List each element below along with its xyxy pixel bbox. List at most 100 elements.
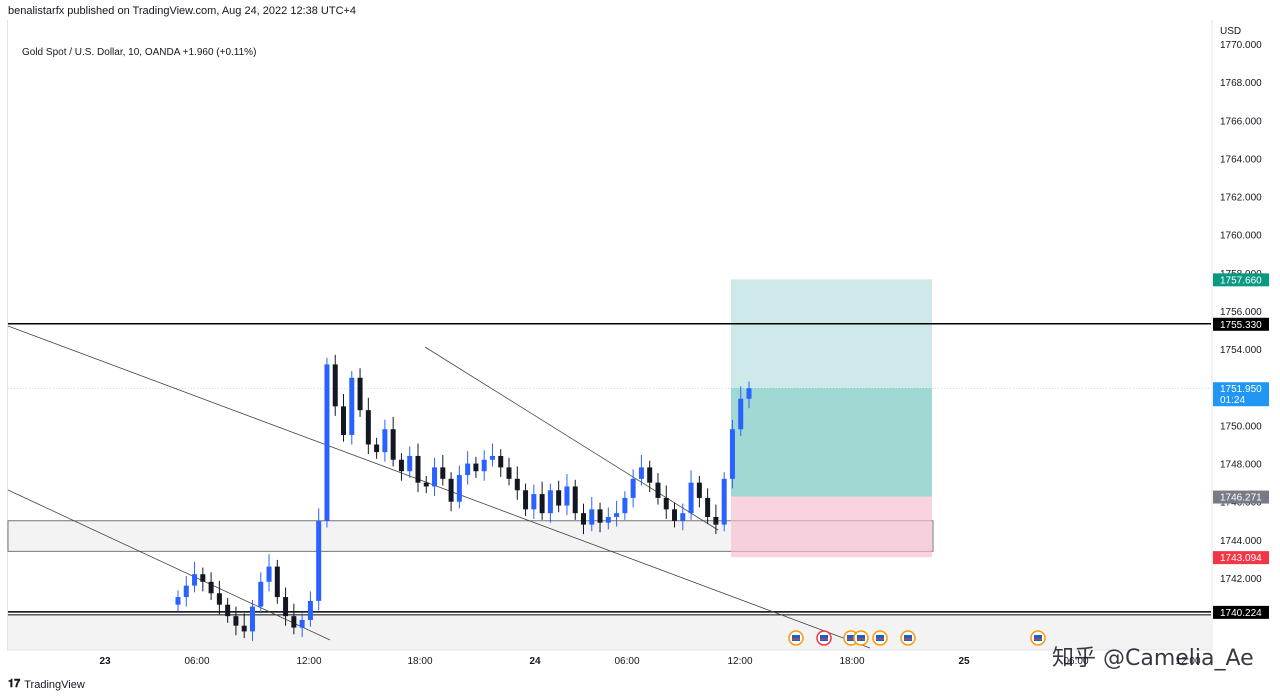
candle-body — [456, 475, 462, 502]
candle-body — [283, 597, 289, 617]
time-tick-label: 12:00 — [296, 656, 321, 667]
time-tick-label: 18:00 — [407, 656, 432, 667]
price-tick-label: 1756.000 — [1220, 307, 1262, 318]
economic-event-flag-icon — [1030, 630, 1046, 646]
footer: 𝟏𝟕 TradingView — [8, 678, 85, 691]
event-icon-flag — [847, 635, 855, 641]
candle-body — [316, 520, 322, 601]
candle-body — [572, 486, 578, 514]
chart-area[interactable]: Gold Spot / U.S. Dollar, 10, OANDA +1.96… — [7, 20, 1213, 650]
economic-event-flag-icon — [788, 630, 804, 646]
tradingview-logo-icon: 𝟏𝟕 — [8, 678, 21, 690]
candle-body — [374, 444, 380, 453]
candle-body — [514, 478, 520, 491]
candle-body — [498, 455, 504, 468]
price-tag-box — [1213, 490, 1269, 504]
symbol-name: Gold Spot / U.S. Dollar, 10, OANDA — [22, 47, 180, 58]
time-tick-label: 24 — [529, 656, 541, 667]
price-tag-box — [1213, 273, 1269, 287]
price-tag-value: 1743.094 — [1220, 553, 1262, 564]
price-tick-label: 1744.000 — [1220, 536, 1262, 547]
candle-body — [556, 490, 562, 506]
candle-body — [696, 482, 702, 498]
watermark: 知乎 @Camelia_Ae — [1052, 646, 1254, 671]
price-tick-label: 1742.000 — [1220, 574, 1262, 585]
candle-body — [183, 585, 189, 598]
price-tag-stop: 1743.094 — [1213, 551, 1269, 565]
price-tag-box — [1213, 382, 1269, 407]
price-tag-value: 1746.271 — [1220, 493, 1262, 504]
candle-body — [580, 513, 586, 525]
candle-body — [307, 600, 313, 620]
time-tick-label: 12:00 — [1175, 656, 1200, 667]
candle-body — [672, 509, 678, 521]
event-icon-flag — [857, 635, 865, 641]
candle-body — [663, 497, 669, 510]
candle-body — [299, 619, 305, 628]
candle-body — [539, 494, 545, 514]
candle-body — [589, 509, 595, 525]
event-icon-flag — [904, 635, 912, 641]
candle-body — [713, 516, 719, 525]
time-tick-label: 06:00 — [1063, 656, 1088, 667]
economic-event-flag-icon — [900, 630, 916, 646]
candle-body — [249, 606, 255, 632]
candle-body — [208, 581, 214, 594]
price-tag-value: 1755.330 — [1220, 320, 1262, 331]
candle-body — [647, 467, 653, 483]
candle-body — [266, 566, 272, 582]
candle-body — [638, 467, 644, 479]
price-tag-box — [1213, 551, 1269, 565]
candle-body — [390, 429, 396, 460]
candle-body — [614, 513, 620, 517]
event-icon-flag — [876, 635, 884, 641]
candle-body — [175, 597, 181, 605]
price-tag-box — [1213, 605, 1269, 619]
price-axis-currency: USD — [1220, 26, 1241, 37]
symbol-change: +1.960 (+0.11%) — [182, 47, 257, 58]
price-tag-line: 1755.330 — [1213, 317, 1269, 331]
price-tick-label: 1766.000 — [1220, 116, 1262, 127]
price-tick-label: 1748.000 — [1220, 460, 1262, 471]
candle-body — [729, 429, 735, 479]
trendline-upper-long — [7, 325, 871, 649]
candle-body — [407, 455, 413, 472]
candle-body — [440, 467, 446, 479]
candle-body — [523, 490, 529, 510]
candle-body — [200, 574, 206, 582]
candle-body — [705, 497, 711, 517]
candle-body — [448, 478, 454, 502]
event-icon-flag — [792, 635, 800, 641]
price-tick-label: 1764.000 — [1220, 154, 1262, 165]
candle-body — [564, 486, 570, 506]
candle-body — [506, 467, 512, 479]
price-tick-label: 1754.000 — [1220, 345, 1262, 356]
event-icon-flag — [1034, 635, 1042, 641]
price-tick-label: 1770.000 — [1220, 40, 1262, 51]
candle-body — [241, 625, 247, 632]
time-tick-label: 23 — [99, 656, 111, 667]
candle-body — [531, 494, 537, 510]
footer-brand: TradingView — [24, 678, 85, 691]
candle-body — [357, 377, 363, 411]
candle-body — [738, 398, 744, 430]
price-tag-value: 1757.660 — [1220, 275, 1262, 286]
candle-body — [274, 566, 280, 598]
candle-body — [688, 482, 694, 514]
candle-body — [481, 459, 487, 472]
economic-event-flag-icon — [816, 630, 832, 646]
candle-body — [746, 388, 752, 399]
publication-line: benalistarfx published on TradingView.co… — [8, 5, 357, 17]
candle-body — [721, 478, 727, 525]
candle-body — [630, 478, 636, 498]
candle-body — [324, 364, 330, 521]
time-tick-label: 06:00 — [184, 656, 209, 667]
trendline-flag — [424, 346, 719, 531]
price-tag-target: 1757.660 — [1213, 273, 1269, 287]
price-tag-entry: 1746.271 — [1213, 490, 1269, 504]
candle-body — [622, 497, 628, 514]
candle-body — [465, 463, 471, 476]
candle-body — [192, 574, 198, 586]
